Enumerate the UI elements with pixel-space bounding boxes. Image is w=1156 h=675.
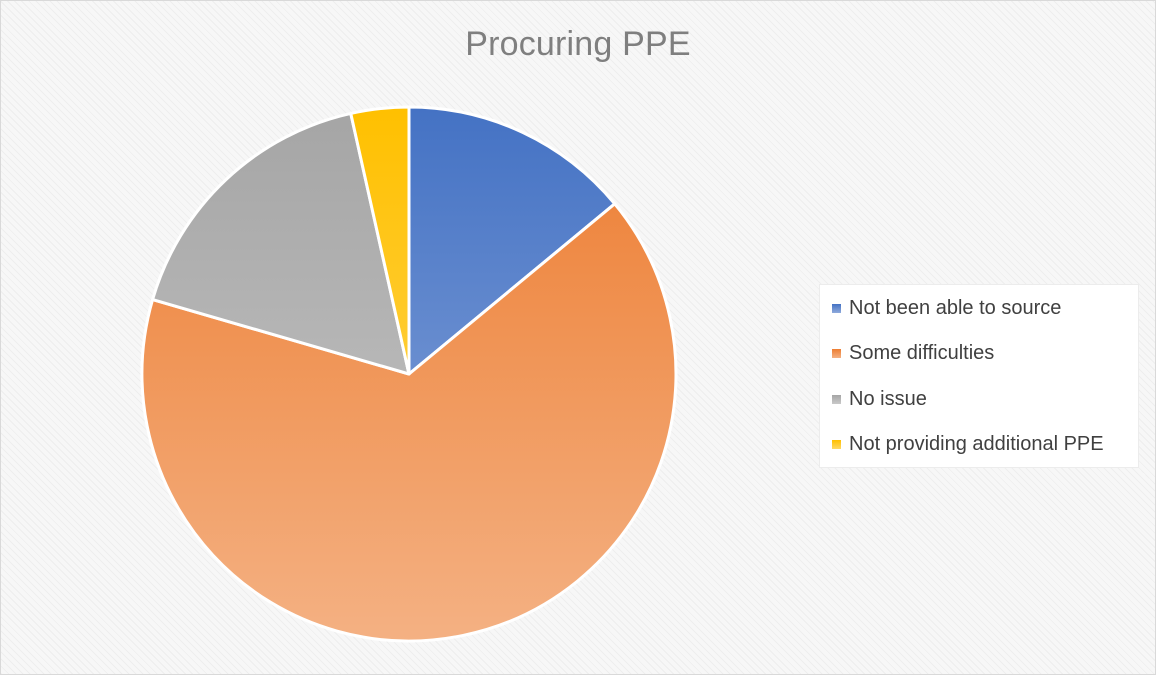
legend-label: Not been able to source [849,296,1062,319]
legend-swatch [832,394,841,404]
legend-swatch [832,440,841,449]
legend-item-some-difficulties: Some difficulties [832,341,994,367]
legend-item-not-been-able-to-source: Not been able to source [832,295,1061,321]
chart-title: Procuring PPE [465,25,691,63]
legend-label: No issue [849,387,927,410]
legend-item-not-providing-additional-ppe: Not providing additional PPE [832,432,1104,458]
legend-swatch [832,349,841,358]
pie-slice-some-difficulties [140,202,678,643]
pie-slice-not-providing-additional-ppe [349,105,411,376]
legend: Not been able to source Some difficulties… [819,284,1139,468]
legend-label: Not providing additional PPE [849,433,1104,455]
legend-item-no-issue: No issue [832,386,927,412]
legend-swatch [832,303,841,313]
pie-slice-not-been-able-to-source [407,105,617,376]
legend-label: Some difficulties [849,342,995,364]
pie-slice-no-issue [151,111,411,376]
